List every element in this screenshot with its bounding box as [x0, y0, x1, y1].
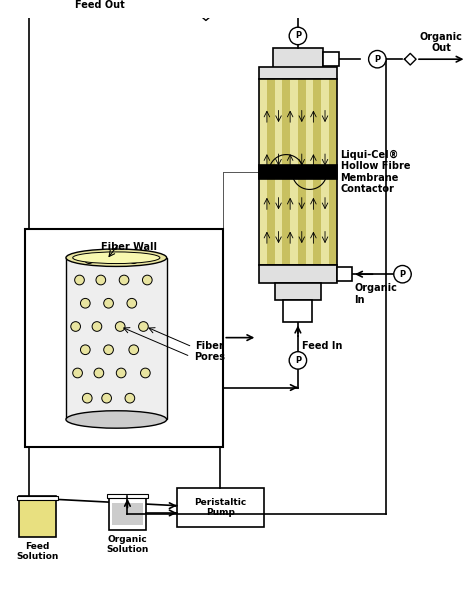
Circle shape — [143, 275, 152, 285]
Circle shape — [81, 345, 90, 355]
Bar — [109, 496, 146, 530]
Text: Liqui-Cel®
Hollow Fibre
Membrane
Contactor: Liqui-Cel® Hollow Fibre Membrane Contact… — [340, 150, 410, 195]
Circle shape — [138, 322, 148, 331]
Circle shape — [140, 368, 150, 378]
Text: Feed
Solution: Feed Solution — [16, 542, 59, 561]
Bar — [321, 79, 329, 266]
Circle shape — [107, 254, 116, 264]
Bar — [283, 79, 290, 266]
Text: Organic
Out: Organic Out — [420, 32, 463, 53]
Bar — [290, 79, 298, 266]
Text: P: P — [374, 55, 380, 64]
Circle shape — [102, 393, 111, 403]
Circle shape — [127, 299, 137, 308]
Bar — [25, 228, 223, 447]
Circle shape — [125, 393, 135, 403]
Text: Organic
In: Organic In — [354, 283, 397, 305]
Circle shape — [289, 27, 307, 44]
Circle shape — [129, 345, 138, 355]
Circle shape — [289, 352, 307, 369]
Bar — [306, 79, 313, 266]
Bar — [259, 79, 267, 266]
Bar — [323, 52, 338, 66]
Bar — [259, 67, 337, 79]
Circle shape — [119, 275, 129, 285]
Ellipse shape — [66, 410, 167, 428]
Bar — [267, 79, 274, 266]
Text: Organic
Solution: Organic Solution — [106, 535, 149, 554]
Bar — [17, 496, 58, 500]
Bar — [112, 503, 143, 525]
Circle shape — [116, 368, 126, 378]
Bar — [298, 79, 306, 266]
Circle shape — [394, 266, 411, 283]
Bar — [259, 266, 337, 283]
Text: Fiber
Pores: Fiber Pores — [194, 341, 225, 362]
Bar — [259, 165, 337, 179]
Bar — [283, 300, 312, 322]
Bar — [177, 488, 264, 527]
Text: Feed Out: Feed Out — [75, 0, 125, 10]
Circle shape — [92, 322, 102, 331]
Circle shape — [94, 368, 104, 378]
Bar — [329, 79, 337, 266]
Circle shape — [71, 322, 81, 331]
Bar — [259, 79, 337, 266]
Circle shape — [82, 393, 92, 403]
Ellipse shape — [73, 252, 160, 264]
Text: Peristaltic
Pump: Peristaltic Pump — [194, 498, 246, 517]
Circle shape — [73, 368, 82, 378]
Bar — [274, 79, 283, 266]
Bar — [313, 79, 321, 266]
Text: P: P — [295, 31, 301, 40]
Text: Feed In: Feed In — [302, 341, 342, 351]
Circle shape — [96, 275, 106, 285]
Bar — [273, 47, 323, 69]
Circle shape — [81, 299, 90, 308]
Circle shape — [104, 299, 113, 308]
Text: P: P — [295, 356, 301, 365]
Circle shape — [75, 275, 84, 285]
Bar — [107, 494, 148, 498]
Ellipse shape — [66, 249, 167, 266]
Text: Fiber Wall: Fiber Wall — [101, 242, 157, 252]
Circle shape — [115, 322, 125, 331]
Bar — [66, 258, 167, 419]
Bar — [19, 496, 56, 537]
Circle shape — [104, 345, 113, 355]
Circle shape — [129, 254, 138, 264]
Text: P: P — [400, 270, 406, 279]
Circle shape — [84, 254, 94, 264]
Circle shape — [369, 50, 386, 68]
Bar — [337, 267, 352, 281]
Bar — [274, 283, 321, 300]
